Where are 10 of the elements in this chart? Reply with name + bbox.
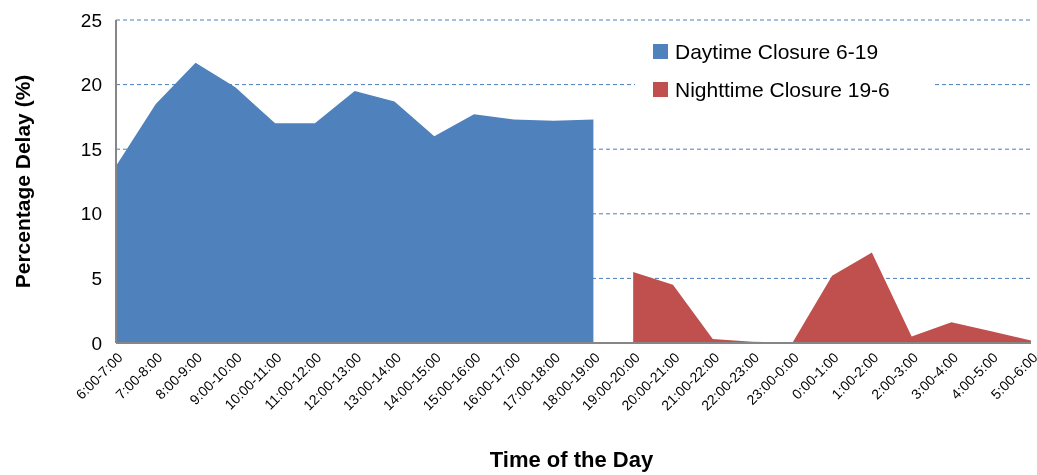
- legend-label: Nighttime Closure 19-6: [675, 78, 890, 102]
- legend-label: Daytime Closure 6-19: [675, 40, 879, 64]
- y-tick-label: 5: [91, 268, 102, 290]
- y-tick-label: 15: [80, 138, 102, 160]
- y-tick-label: 20: [80, 74, 102, 96]
- y-tick-label: 25: [80, 9, 102, 31]
- y-tick-label: 0: [91, 332, 102, 354]
- y-tick-label: 10: [80, 203, 102, 225]
- y-axis-title: Percentage Delay (%): [11, 74, 34, 289]
- x-axis-title: Time of the Day: [489, 447, 654, 472]
